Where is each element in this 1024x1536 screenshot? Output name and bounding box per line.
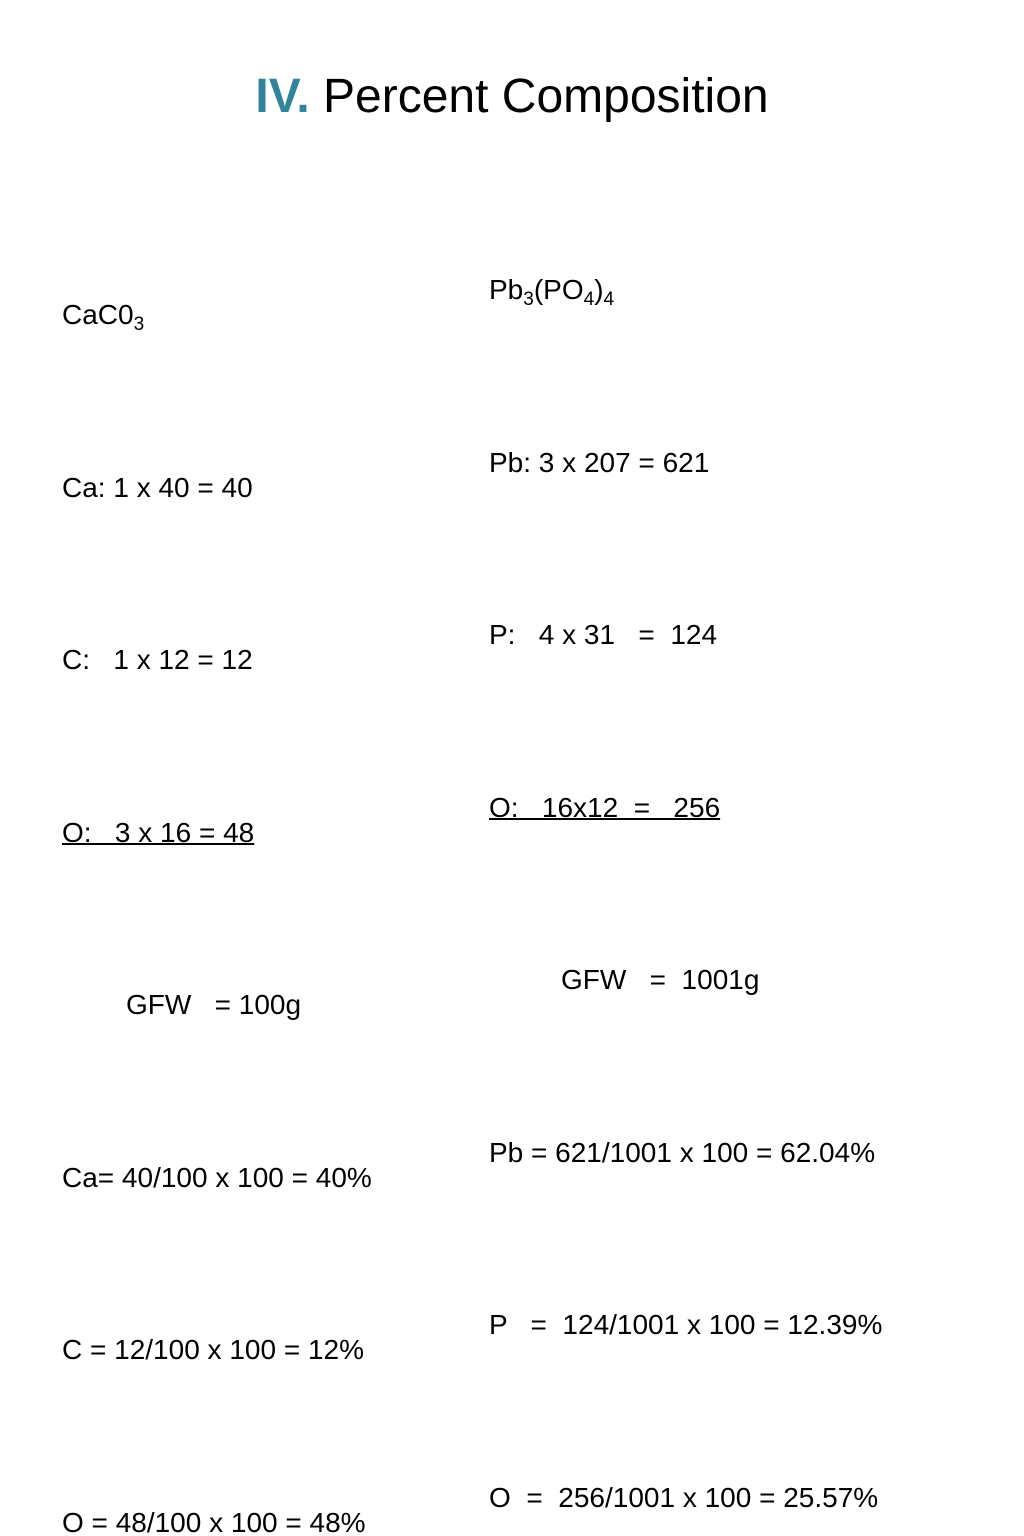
calc-line: O: 16x12 = 256 [489,779,882,837]
calc-line: Ca= 40/100 x 100 = 40% [62,1149,372,1207]
formula: CaC03 [62,286,372,344]
formula-part: CaC0 [62,299,134,330]
subscript: 4 [584,289,595,310]
left-column: CaC03 Ca: 1 x 40 = 40 C: 1 x 12 = 12 O: … [62,171,372,1536]
calc-line: P: 4 x 31 = 124 [489,606,882,664]
calc-line: O = 256/1001 x 100 = 25.57% [489,1469,882,1527]
title-text: Percent Composition [323,70,769,123]
calc-line: Pb: 3 x 207 = 621 [489,434,882,492]
gfw-line: GFW = 1001g [489,951,882,1009]
calc-line: Ca: 1 x 40 = 40 [62,459,372,517]
underlined-line: O: 16x12 = 256 [489,792,720,823]
calc-line: C: 1 x 12 = 12 [62,631,372,689]
calc-line: O: 3 x 16 = 48 [62,804,372,862]
subscript: 4 [604,289,615,310]
page: {"title": {"number": "IV.", "text": "Per… [0,0,1024,768]
subscript: 3 [134,314,145,335]
calc-line: Pb = 621/1001 x 100 = 62.04% [489,1124,882,1182]
formula-part: Pb [489,274,523,305]
title-number: IV. [255,70,309,123]
formula: Pb3(PO4)4 [489,261,882,319]
subscript: 3 [523,289,534,310]
slide: IV. Percent Composition CaC03 Ca: 1 x 40… [0,0,1024,768]
formula-part: (PO [534,274,584,305]
formula-part: ) [594,274,603,305]
slide-title: IV. Percent Composition [0,62,1024,132]
gfw-line: GFW = 100g [62,976,372,1034]
right-column: Pb3(PO4)4 Pb: 3 x 207 = 621 P: 4 x 31 = … [489,146,882,1536]
calc-line: O = 48/100 x 100 = 48% [62,1494,372,1536]
underlined-line: O: 3 x 16 = 48 [62,817,254,848]
calc-line: P = 124/1001 x 100 = 12.39% [489,1296,882,1354]
calc-line: C = 12/100 x 100 = 12% [62,1321,372,1379]
